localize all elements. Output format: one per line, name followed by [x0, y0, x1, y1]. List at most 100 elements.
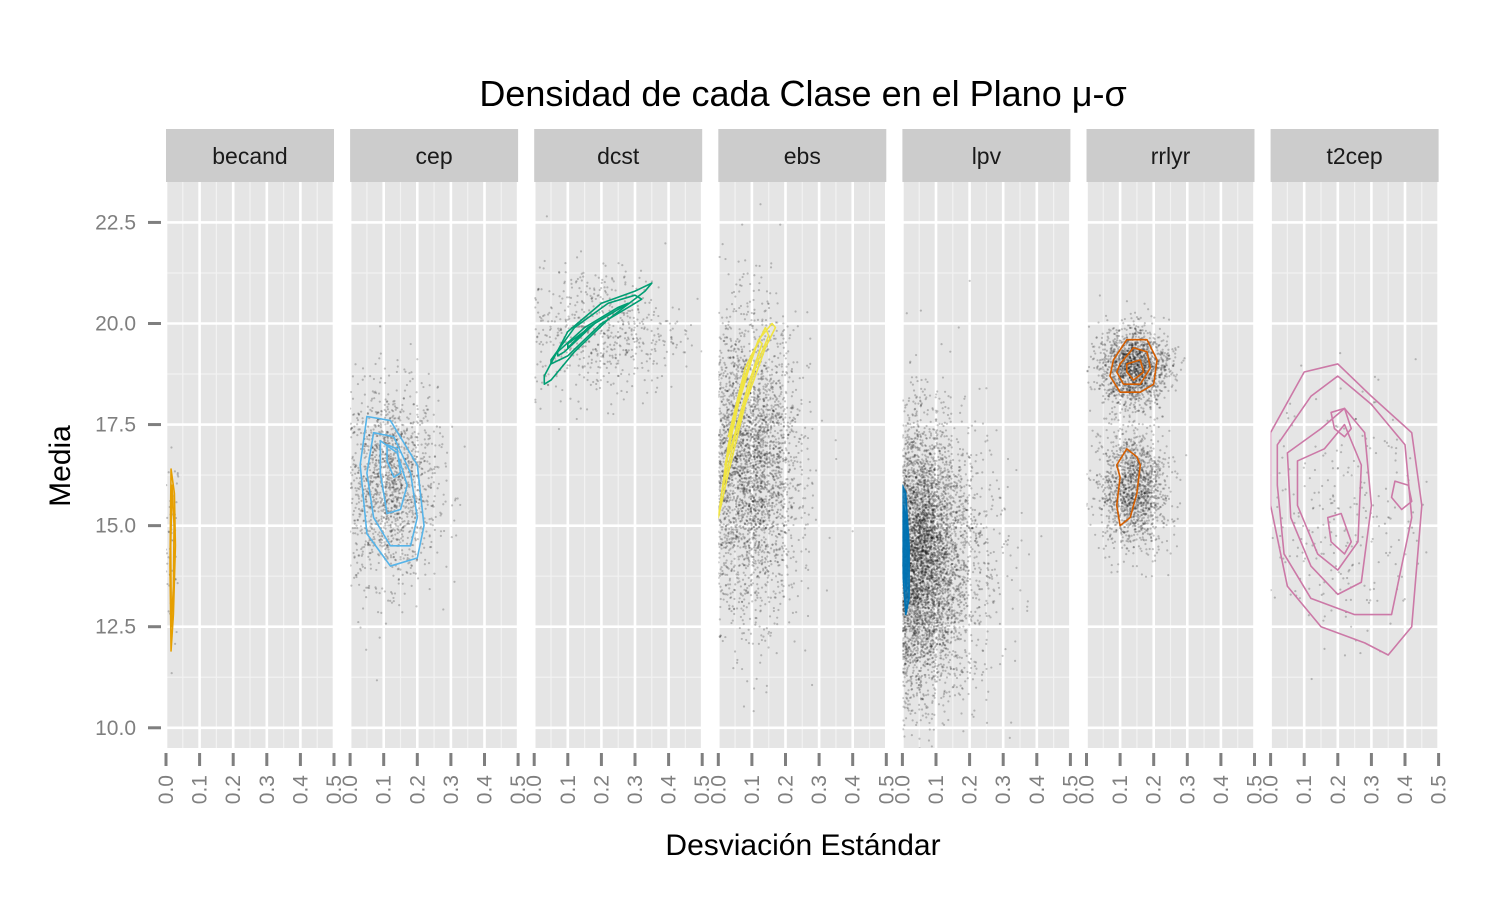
scatter-point — [419, 525, 423, 528]
scatter-point — [739, 464, 742, 468]
scatter-point — [767, 596, 770, 599]
scatter-point — [757, 429, 760, 432]
scatter-point — [740, 517, 743, 520]
scatter-point — [718, 471, 721, 474]
scatter-point — [766, 382, 770, 385]
scatter-point — [784, 412, 787, 416]
scatter-point — [787, 380, 790, 383]
scatter-point — [368, 539, 371, 542]
scatter-point — [372, 536, 376, 539]
scatter-point — [393, 481, 396, 484]
scatter-point — [440, 445, 443, 449]
scatter-point — [587, 340, 590, 343]
scatter-point — [394, 489, 397, 492]
scatter-point — [432, 500, 436, 503]
scatter-point — [696, 297, 699, 300]
scatter-point — [741, 433, 744, 436]
scatter-point — [394, 480, 397, 483]
scatter-point — [361, 553, 364, 556]
scatter-point — [754, 463, 758, 466]
scatter-point — [534, 298, 537, 301]
scatter-point — [785, 478, 788, 481]
scatter-point — [745, 557, 748, 560]
scatter-point — [381, 473, 384, 476]
scatter-point — [781, 334, 784, 337]
scatter-point — [771, 420, 775, 423]
scatter-point — [582, 376, 586, 379]
scatter-point — [377, 459, 380, 462]
scatter-point — [564, 271, 567, 274]
scatter-point — [656, 327, 659, 330]
scatter-point — [779, 429, 782, 432]
scatter-point — [722, 523, 725, 526]
scatter-point — [388, 474, 391, 477]
scatter-point — [431, 504, 434, 507]
scatter-point — [740, 509, 743, 513]
scatter-point — [392, 552, 395, 556]
scatter-point — [598, 311, 601, 314]
scatter-point — [730, 569, 733, 573]
scatter-point — [627, 322, 631, 326]
scatter-point — [384, 543, 387, 546]
scatter-point — [746, 565, 749, 568]
scatter-point — [595, 312, 599, 315]
scatter-point — [771, 368, 774, 371]
scatter-point — [384, 398, 387, 401]
scatter-point — [375, 492, 378, 495]
scatter-point — [589, 383, 592, 386]
scatter-point — [351, 426, 354, 430]
scatter-point — [718, 390, 720, 393]
scatter-point — [757, 559, 760, 562]
scatter-point — [622, 313, 626, 316]
scatter-point — [666, 319, 669, 323]
scatter-point — [368, 520, 371, 523]
scatter-point — [728, 482, 732, 486]
scatter-point — [746, 442, 749, 446]
scatter-point — [732, 545, 735, 548]
scatter-point — [600, 355, 603, 358]
scatter-point — [739, 430, 742, 433]
scatter-point — [727, 349, 730, 352]
scatter-point — [729, 596, 733, 599]
scatter-point — [444, 500, 447, 503]
scatter-point — [752, 445, 755, 448]
scatter-point — [770, 496, 773, 500]
scatter-point — [780, 471, 783, 474]
scatter-point — [399, 558, 402, 561]
scatter-point — [791, 479, 794, 482]
scatter-point — [559, 400, 562, 403]
scatter-point — [777, 490, 780, 494]
scatter-point — [744, 474, 747, 477]
scatter-point — [718, 445, 721, 448]
scatter-point — [389, 416, 392, 420]
scatter-point — [788, 468, 791, 471]
scatter-point — [778, 454, 781, 457]
scatter-point — [430, 442, 434, 445]
scatter-point — [599, 330, 603, 333]
scatter-point — [732, 607, 736, 610]
scatter-point — [769, 559, 772, 563]
scatter-point — [590, 352, 593, 355]
scatter-point — [730, 482, 733, 485]
scatter-point — [580, 299, 584, 303]
scatter-point — [740, 312, 743, 316]
scatter-point — [760, 500, 764, 503]
scatter-point — [780, 579, 783, 582]
scatter-point — [735, 461, 738, 464]
scatter-point — [739, 430, 742, 433]
scatter-point — [382, 526, 385, 529]
scatter-point — [741, 667, 744, 671]
scatter-point — [575, 280, 578, 283]
scatter-point — [371, 406, 374, 410]
scatter-point — [730, 372, 733, 376]
scatter-point — [397, 475, 401, 478]
scatter-point — [729, 356, 732, 359]
scatter-point — [751, 500, 755, 503]
scatter-point — [593, 292, 596, 295]
scatter-point — [754, 537, 757, 540]
scatter-point — [426, 503, 429, 506]
scatter-point — [770, 508, 773, 512]
scatter-point — [718, 618, 721, 621]
scatter-point — [679, 340, 682, 343]
scatter-point — [451, 425, 454, 428]
